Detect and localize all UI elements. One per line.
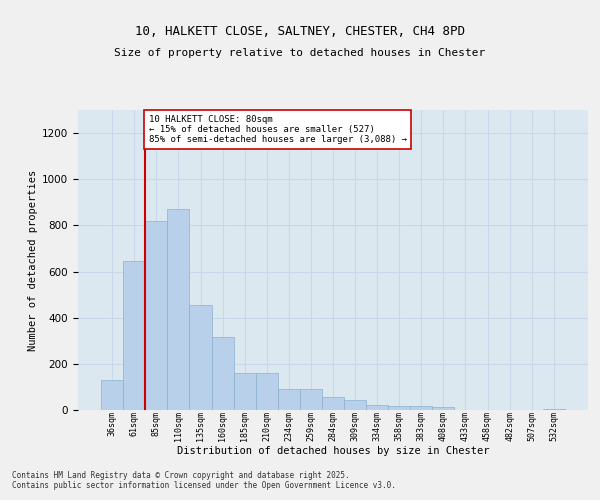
Bar: [300, 389, 322, 410]
Bar: [101, 380, 123, 410]
Text: Contains HM Land Registry data © Crown copyright and database right 2025.
Contai: Contains HM Land Registry data © Crown c…: [12, 470, 396, 490]
Text: Size of property relative to detached houses in Chester: Size of property relative to detached ho…: [115, 48, 485, 58]
Text: 10 HALKETT CLOSE: 80sqm
← 15% of detached houses are smaller (527)
85% of semi-d: 10 HALKETT CLOSE: 80sqm ← 15% of detache…: [149, 114, 407, 144]
Bar: [190, 305, 212, 410]
X-axis label: Distribution of detached houses by size in Chester: Distribution of detached houses by size …: [177, 446, 489, 456]
Bar: [212, 338, 233, 410]
Bar: [344, 400, 366, 410]
Bar: [278, 389, 300, 410]
Bar: [167, 209, 190, 410]
Bar: [433, 407, 454, 410]
Bar: [145, 221, 167, 410]
Bar: [388, 406, 410, 410]
Bar: [410, 406, 433, 410]
Bar: [123, 261, 145, 410]
Text: 10, HALKETT CLOSE, SALTNEY, CHESTER, CH4 8PD: 10, HALKETT CLOSE, SALTNEY, CHESTER, CH4…: [135, 25, 465, 38]
Bar: [322, 398, 344, 410]
Bar: [543, 409, 565, 410]
Bar: [256, 373, 278, 410]
Y-axis label: Number of detached properties: Number of detached properties: [28, 170, 38, 350]
Bar: [233, 373, 256, 410]
Bar: [366, 406, 388, 410]
